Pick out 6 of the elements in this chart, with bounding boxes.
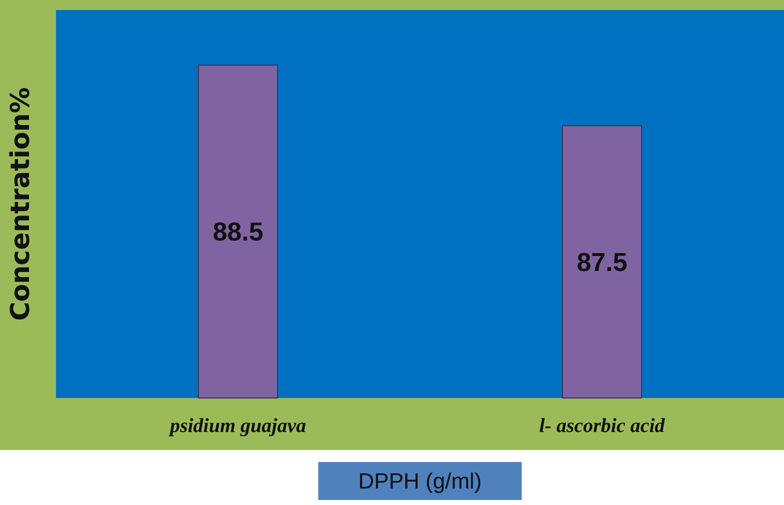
data-label: 87.5 <box>576 246 628 277</box>
x-tick-label: l- ascorbic acid <box>539 415 666 437</box>
y-axis-title: Concentration% <box>6 87 36 321</box>
x-tick-label: psidium guajava <box>168 415 306 437</box>
x-axis-title: DPPH (g/ml) <box>358 468 482 494</box>
data-label: 88.5 <box>212 216 264 247</box>
